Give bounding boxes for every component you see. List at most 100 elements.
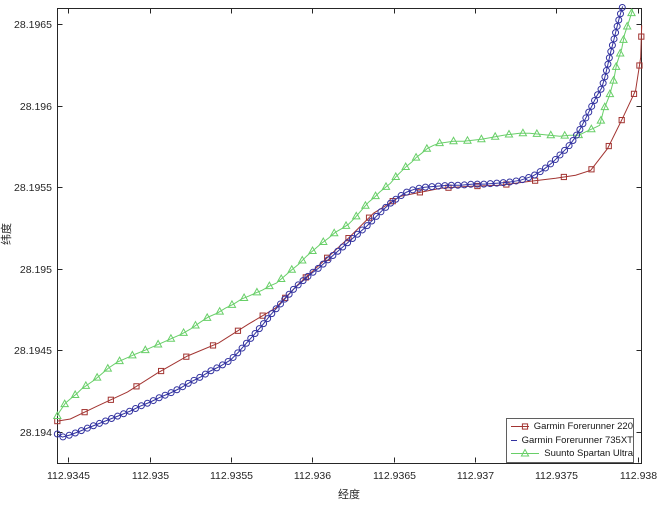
data-marker-circle — [612, 29, 620, 37]
x-tick-label: 112.936 — [294, 470, 331, 482]
data-marker-square — [345, 235, 352, 242]
data-marker-circle — [551, 156, 559, 164]
data-marker-circle — [344, 239, 352, 247]
y-tick-label: 28.194 — [20, 427, 52, 439]
legend-item[interactable]: Suunto Spartan Ultra — [507, 447, 633, 461]
data-marker-triangle — [166, 333, 176, 342]
data-marker-circle — [573, 131, 581, 139]
data-marker-triangle — [70, 389, 80, 398]
data-marker-triangle — [411, 152, 421, 161]
data-marker-circle — [114, 412, 122, 420]
data-marker-circle — [234, 349, 242, 357]
data-marker-triangle — [115, 356, 125, 365]
data-marker-triangle — [215, 306, 225, 315]
data-marker-circle — [565, 142, 573, 150]
y-tick-label: 28.1945 — [14, 345, 52, 357]
legend-item[interactable]: Garmin Forerunner 735XT — [507, 434, 633, 448]
data-marker-circle — [255, 325, 263, 333]
data-marker-circle — [272, 305, 280, 313]
data-marker-circle — [108, 415, 116, 423]
data-marker-circle — [334, 247, 342, 255]
data-marker-circle — [238, 344, 246, 352]
series-suunto-spartan-ultra — [52, 8, 636, 420]
data-marker-circle — [126, 407, 134, 415]
data-marker-circle — [314, 264, 322, 272]
x-tick-label: 112.9365 — [373, 470, 416, 482]
data-marker-circle — [89, 422, 97, 430]
legend-label: Garmin Forerunner 735XT — [521, 434, 633, 446]
data-marker-circle — [281, 295, 289, 303]
data-marker-circle — [101, 417, 109, 425]
data-marker-circle — [190, 376, 198, 384]
legend-marker-sample — [511, 423, 529, 430]
data-marker-circle — [65, 431, 73, 439]
legend[interactable]: Garmin Forerunner 220 Garmin Forerunner 7… — [506, 418, 634, 463]
data-marker-circle — [409, 186, 417, 194]
data-marker-triangle — [449, 136, 458, 145]
data-marker-circle — [348, 234, 356, 242]
data-marker-square — [107, 396, 114, 403]
data-marker-circle — [213, 364, 221, 372]
data-marker-triangle — [490, 131, 500, 140]
data-marker-circle — [260, 320, 268, 328]
data-marker-circle — [499, 179, 507, 187]
data-marker-circle — [276, 300, 284, 308]
data-marker-circle — [486, 180, 494, 188]
data-marker-circle — [454, 181, 462, 189]
data-marker-triangle — [264, 281, 274, 290]
x-tick-label: 112.9345 — [47, 470, 90, 482]
data-marker-circle — [525, 174, 533, 182]
data-marker-circle — [207, 367, 215, 375]
data-marker-triangle — [360, 200, 370, 209]
y-tick-label: 28.1965 — [14, 19, 52, 31]
data-marker-circle — [602, 67, 610, 75]
data-marker-circle — [77, 427, 85, 435]
data-marker-circle — [541, 164, 549, 172]
data-marker-square — [588, 166, 595, 173]
data-marker-circle — [319, 260, 327, 268]
data-marker-circle — [95, 419, 103, 427]
data-marker-triangle — [308, 246, 317, 255]
data-marker-circle — [71, 429, 79, 437]
y-tick-label: 28.1955 — [14, 182, 52, 194]
data-marker-circle — [441, 182, 449, 190]
data-marker-triangle — [619, 34, 628, 43]
data-marker-square — [259, 312, 266, 319]
data-marker-circle — [289, 285, 297, 293]
data-marker-circle — [615, 16, 623, 24]
data-marker-circle — [421, 183, 429, 191]
data-marker-triangle — [191, 320, 200, 329]
data-marker-triangle — [611, 61, 621, 70]
data-marker-circle — [53, 430, 61, 438]
legend-item[interactable]: Garmin Forerunner 220 — [507, 420, 633, 434]
data-marker-circle — [493, 179, 501, 187]
y-tick-label: 28.196 — [20, 101, 52, 113]
data-marker-triangle — [401, 162, 411, 171]
data-marker-circle — [608, 41, 616, 49]
x-tick-label: 112.9375 — [535, 470, 578, 482]
series-line — [57, 6, 624, 438]
data-marker-circle — [403, 188, 411, 196]
data-marker-circle — [372, 212, 380, 220]
data-marker-triangle — [60, 399, 70, 408]
data-marker-circle — [547, 160, 555, 168]
data-marker-circle — [610, 35, 618, 43]
data-marker-triangle — [546, 130, 556, 139]
data-marker-circle — [358, 226, 366, 234]
data-marker-circle — [120, 410, 128, 418]
data-marker-circle — [184, 379, 192, 387]
data-marker-triangle — [297, 255, 307, 264]
data-marker-circle — [576, 125, 584, 133]
data-marker-square — [416, 189, 423, 196]
legend-label: Suunto Spartan Ultra — [544, 448, 633, 460]
data-marker-circle — [329, 252, 337, 260]
y-axis-label: 纬度 — [1, 223, 13, 245]
series-garmin-forerunner-735xt — [53, 4, 626, 441]
data-marker-triangle — [596, 115, 606, 124]
x-tick-label: 112.9355 — [210, 470, 253, 482]
data-marker-triangle — [532, 128, 542, 137]
data-marker-triangle — [92, 372, 102, 381]
data-marker-square — [630, 90, 638, 97]
